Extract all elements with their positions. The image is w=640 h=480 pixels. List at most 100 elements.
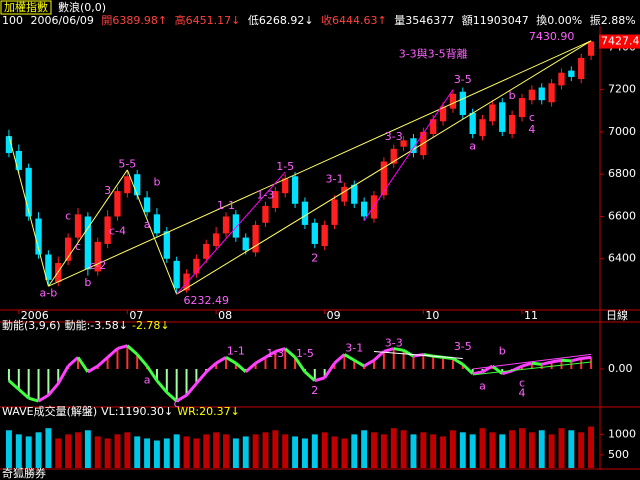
title: 加權指數 — [4, 0, 48, 14]
volume-bar — [430, 434, 437, 468]
volume-bar — [173, 434, 180, 468]
momentum-line — [373, 350, 385, 362]
wave-label: b — [153, 176, 160, 189]
volume-bar — [104, 438, 111, 468]
wave-label: c — [65, 209, 71, 222]
candle-body — [430, 119, 437, 135]
y-tick-label: 7200 — [608, 83, 636, 96]
candle-body — [331, 199, 338, 225]
wave-label: c — [519, 377, 525, 390]
quote: 開6389.98↑ — [101, 14, 167, 27]
candle-body — [469, 112, 476, 135]
wave-label: 3-5 — [454, 73, 472, 86]
volume-bar — [351, 434, 358, 468]
trend-line — [472, 361, 592, 376]
volume-bar — [5, 430, 12, 468]
x-tick-label: 10 — [425, 309, 439, 322]
volume-bar — [479, 428, 486, 468]
volume-bar — [84, 430, 91, 468]
volume-bar — [519, 428, 525, 468]
readout: -2.78↓ — [132, 319, 170, 332]
y-tick-label: 6800 — [608, 167, 636, 180]
candle-body — [94, 241, 101, 272]
volume-bar — [144, 438, 151, 468]
candle-body — [291, 176, 299, 204]
candle-body — [74, 214, 82, 238]
volume-bar — [242, 436, 249, 468]
wave-label: a — [479, 380, 486, 393]
trend-line — [176, 40, 592, 295]
volume-bar — [499, 434, 506, 468]
quote: 換0.00% — [536, 14, 582, 27]
footer: 奇狐勝券 — [2, 466, 46, 480]
volume-bar — [301, 438, 308, 468]
volume-bar — [390, 428, 397, 468]
volume-bar — [489, 432, 496, 468]
candle-body — [301, 201, 309, 225]
trend-line — [472, 353, 592, 370]
x-tick-label: 07 — [129, 309, 143, 322]
candle-body — [351, 184, 358, 204]
momentum-line — [254, 356, 267, 365]
candle-body — [45, 254, 52, 280]
quote: 額11903047 — [462, 14, 529, 27]
candle-body — [587, 41, 595, 56]
volume-bar — [400, 430, 407, 468]
wave-label: 3-1 — [326, 172, 344, 185]
momentum-line — [293, 356, 307, 373]
candle-body — [410, 138, 417, 154]
wave-label: 3-3與3-5背離 — [399, 47, 468, 61]
momentum-line — [205, 362, 218, 374]
wave-label: c — [529, 111, 535, 124]
volume-bar — [183, 436, 190, 468]
candle-body — [212, 233, 220, 247]
volume-bar — [380, 434, 387, 468]
candle-body — [143, 197, 151, 213]
candle-body — [341, 186, 348, 202]
momentum-line — [7, 379, 20, 391]
volume-bar — [213, 432, 220, 468]
wave-label: 1-3 — [266, 347, 284, 360]
momentum-line — [314, 376, 326, 383]
candle-body — [25, 167, 32, 217]
momentum-line — [37, 393, 50, 403]
momentum-line — [491, 364, 504, 375]
candle-body — [64, 237, 72, 261]
candle-body — [163, 231, 170, 259]
momentum-line — [284, 347, 297, 359]
candle-body — [518, 98, 526, 118]
trend-line — [48, 40, 592, 287]
momentum-line — [333, 353, 346, 365]
volume-bar — [163, 438, 170, 468]
volume-bar — [75, 432, 81, 468]
wave-label: a-b — [40, 287, 58, 300]
candle-body — [222, 216, 230, 234]
candle-body — [508, 114, 516, 135]
wave-label: a — [144, 374, 151, 387]
momentum-line — [67, 356, 79, 368]
x-tick-label: 11 — [524, 309, 538, 322]
y-tick-label: 6600 — [608, 209, 636, 222]
panel-title: 動能(3,9,6) 動能:-3.58↓ -2.78↓ — [2, 318, 170, 332]
candle-body — [173, 260, 180, 289]
volume-bar — [124, 432, 131, 468]
volume-bar — [528, 432, 535, 468]
volume-bar — [588, 426, 595, 468]
candle-body — [15, 150, 22, 170]
candle-body — [528, 89, 536, 101]
candle-body — [104, 216, 111, 244]
quote: 低6268.92↓ — [248, 14, 314, 27]
candle-body — [5, 136, 13, 154]
y-tick-label: 1000 — [608, 427, 636, 440]
trend-line — [373, 351, 463, 359]
candle-body — [153, 214, 161, 234]
wave-label: 3 — [104, 184, 111, 197]
wave-label: 4 — [519, 387, 526, 400]
candle-body — [479, 119, 486, 137]
trend-line — [47, 169, 128, 287]
volume-bar — [568, 430, 575, 468]
candle-body — [390, 148, 397, 164]
volume-bar — [65, 434, 72, 468]
momentum-line — [264, 350, 277, 359]
candle-body — [578, 57, 585, 80]
